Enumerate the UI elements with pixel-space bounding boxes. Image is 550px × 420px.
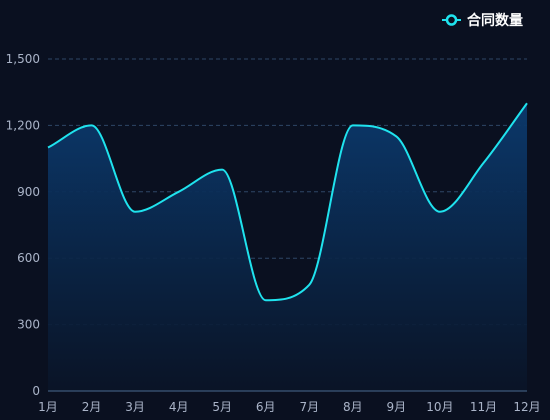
x-tick-label: 1月 [38,400,58,414]
legend-dot-icon [445,14,458,26]
x-tick-label: 5月 [212,400,232,414]
y-tick-label: 600 [17,251,40,265]
y-tick-label: 1,200 [6,118,40,132]
y-tick-label: 1,500 [6,52,40,66]
x-tick-label: 7月 [299,400,319,414]
x-tick-label: 12月 [513,400,540,414]
y-tick-label: 0 [32,384,40,398]
y-tick-label: 900 [17,185,40,199]
legend[interactable]: 合同数量 [442,12,523,29]
x-tick-label: 4月 [169,400,189,414]
x-tick-label: 8月 [343,400,363,414]
legend-label: 合同数量 [467,12,523,29]
x-tick-label: 3月 [125,400,145,414]
x-tick-label: 10月 [426,400,453,414]
x-tick-label: 2月 [82,400,102,414]
series-area [48,103,527,392]
x-tick-label: 11月 [470,400,497,414]
x-tick-label: 9月 [387,400,407,414]
series-line [47,102,528,302]
x-tick-label: 6月 [256,400,276,414]
y-tick-label: 300 [17,318,40,332]
x-axis-labels: 1月 2月 3月 4月 5月 6月 7月 8月 9月 10月 11月 12月 [38,400,540,414]
y-axis-labels: 0 300 600 900 1,200 1,500 [6,52,40,398]
